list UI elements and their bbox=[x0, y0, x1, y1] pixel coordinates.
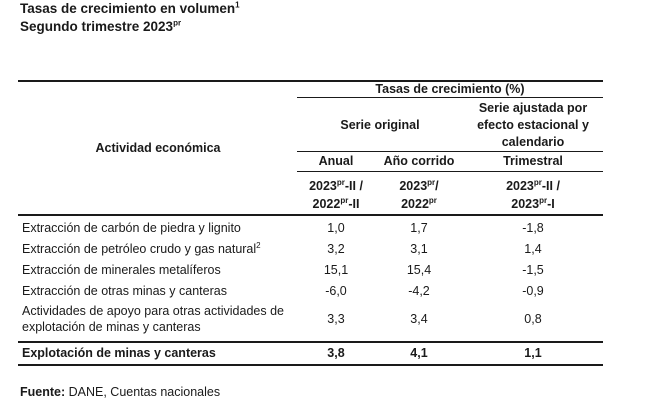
period-corrido-line2: 2022pr bbox=[401, 195, 437, 211]
total-label: Explotación de minas y canteras bbox=[22, 346, 216, 360]
period-anual: 2023pr-II / bbox=[309, 177, 363, 193]
cell-corrido: -4,2 bbox=[408, 284, 430, 298]
rule-top bbox=[18, 80, 603, 82]
col-anual: Anual bbox=[318, 154, 354, 168]
cell-trimestral: -1,5 bbox=[522, 263, 544, 277]
total-anual: 3,8 bbox=[327, 346, 345, 360]
row-label: Extracción de minerales metalíferos bbox=[22, 263, 221, 277]
rule-group bbox=[297, 97, 603, 98]
cell-trimestral: 1,4 bbox=[524, 242, 542, 256]
total-corrido: 4,1 bbox=[410, 346, 428, 360]
serie-ajustada-header: Serie ajustada por bbox=[478, 101, 588, 115]
cell-anual: 1,0 bbox=[327, 221, 345, 235]
serie-ajustada-header-line2: efecto estacional y bbox=[477, 118, 589, 132]
period-trim: 2023pr-II / bbox=[506, 177, 560, 193]
serie-ajustada-header-line3: calendario bbox=[501, 135, 565, 149]
cell-corrido: 3,1 bbox=[410, 242, 428, 256]
row-header: Actividad económica bbox=[95, 141, 221, 155]
cell-trimestral: -1,8 bbox=[522, 221, 544, 235]
rule-bottom bbox=[18, 364, 603, 366]
row-label-line2: explotación de minas y canteras bbox=[22, 320, 201, 334]
rule-cols bbox=[297, 171, 603, 172]
total-trimestral: 1,1 bbox=[524, 346, 542, 360]
cell-anual: 3,2 bbox=[327, 242, 345, 256]
period-corrido: 2023pr/ bbox=[399, 177, 439, 193]
row-label: Extracción de petróleo crudo y gas natur… bbox=[22, 240, 261, 256]
row-label: Actividades de apoyo para otras activida… bbox=[22, 304, 284, 318]
cell-corrido: 15,4 bbox=[406, 263, 432, 277]
col-corrido: Año corrido bbox=[383, 154, 455, 168]
cell-anual: -6,0 bbox=[325, 284, 347, 298]
period-anual-line2: 2022pr-II bbox=[312, 195, 360, 211]
source-label: Fuente: bbox=[20, 385, 66, 399]
serie-original-header: Serie original bbox=[340, 118, 420, 132]
period-trim-line2: 2023pr-I bbox=[511, 195, 555, 211]
col-trimestral: Trimestral bbox=[503, 154, 563, 168]
table-title: Tasas de crecimiento en volumen1 bbox=[20, 0, 240, 16]
cell-corrido: 3,4 bbox=[410, 312, 428, 326]
row-label: Extracción de otras minas y canteras bbox=[22, 284, 227, 298]
rule-total bbox=[18, 341, 603, 343]
rule-header-bottom bbox=[18, 214, 603, 216]
cell-anual: 3,3 bbox=[327, 312, 345, 326]
cell-anual: 15,1 bbox=[323, 263, 349, 277]
source-text: DANE, Cuentas nacionales bbox=[65, 385, 221, 399]
source-note: Fuente: DANE, Cuentas nacionales bbox=[20, 385, 220, 400]
rule-series bbox=[297, 151, 603, 152]
cell-corrido: 1,7 bbox=[410, 221, 428, 235]
row-label: Extracción de carbón de piedra y lignito bbox=[22, 221, 241, 235]
cell-trimestral: 0,8 bbox=[524, 312, 542, 326]
table-subtitle: Segundo trimestre 2023pr bbox=[20, 18, 182, 34]
group-header: Tasas de crecimiento (%) bbox=[375, 82, 525, 96]
cell-trimestral: -0,9 bbox=[522, 284, 544, 298]
